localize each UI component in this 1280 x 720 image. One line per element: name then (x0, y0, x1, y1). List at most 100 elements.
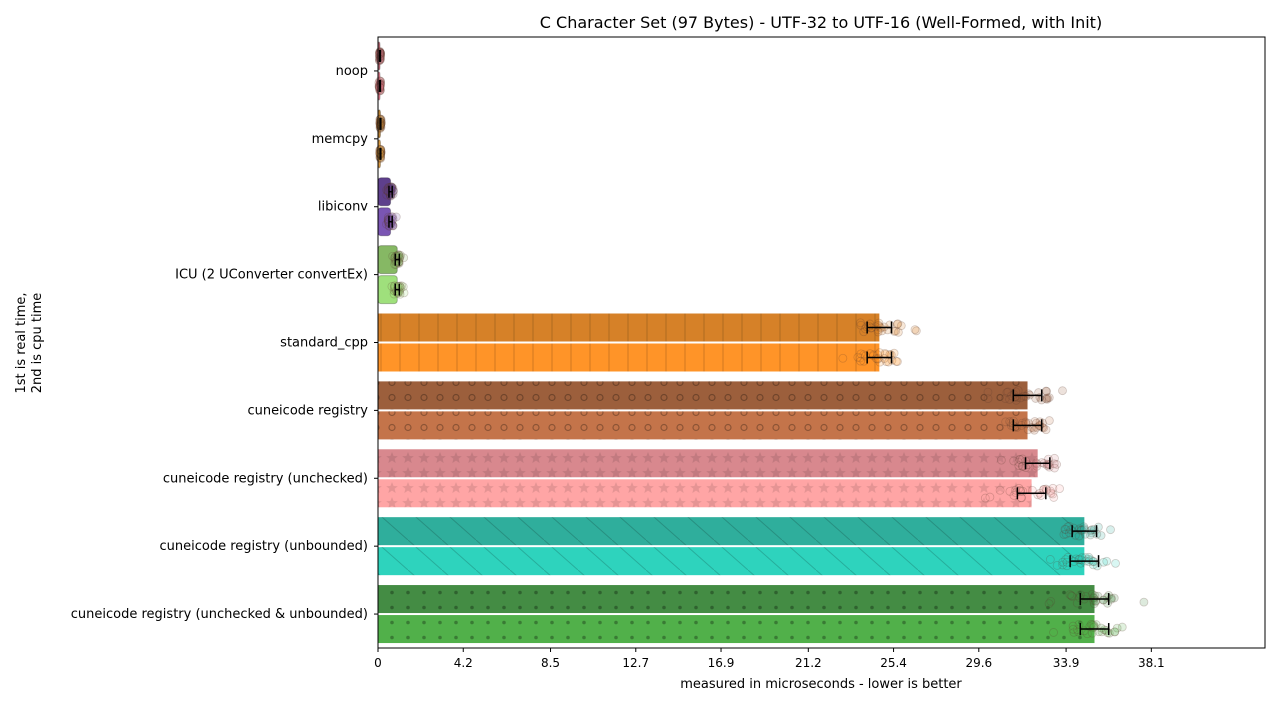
sample-point (1050, 463, 1059, 473)
sample-point (995, 485, 1005, 495)
sample-point (1062, 557, 1072, 567)
sample-point (856, 349, 866, 359)
sample-point (1059, 530, 1069, 539)
sample-point (1003, 387, 1013, 397)
sample-point (1064, 521, 1074, 531)
sample-point (856, 356, 865, 366)
sample-point (1080, 529, 1090, 539)
sample-point (1086, 619, 1096, 629)
sample-point (1093, 591, 1103, 601)
sample-point (1058, 386, 1067, 396)
sample-point (1044, 599, 1054, 609)
sample-point (893, 327, 903, 337)
sample-point (1112, 623, 1122, 633)
x-tick-label: 12.7 (622, 656, 649, 670)
sample-point (856, 318, 865, 328)
x-tick-label: 8.5 (541, 656, 560, 670)
sample-point (1074, 531, 1084, 541)
sample-point (873, 354, 883, 364)
sample-point (1018, 486, 1028, 496)
sample-point (983, 394, 993, 403)
sample-point (1058, 557, 1068, 567)
sample-point (1011, 395, 1021, 405)
sample-point (911, 326, 921, 336)
y-tick-label: noop (336, 64, 368, 79)
bar-cpu-pattern (378, 343, 880, 372)
sample-point (1046, 596, 1056, 606)
sample-point (391, 260, 401, 269)
sample-point (1042, 485, 1052, 495)
sample-point (1029, 425, 1039, 435)
sample-point (1044, 393, 1054, 403)
sample-point (1049, 493, 1059, 502)
y-tick-label: cuneicode registry (247, 403, 368, 418)
bar-cpu-pattern (378, 547, 1085, 576)
sample-point (1110, 627, 1120, 637)
sample-point (875, 348, 885, 358)
sample-point (1096, 623, 1106, 633)
sample-point (393, 252, 403, 261)
sample-point (1052, 560, 1062, 570)
sample-point (1079, 626, 1089, 636)
bar-real-pattern (378, 313, 880, 342)
sample-point (985, 492, 995, 502)
sample-point (389, 289, 399, 299)
sample-point (1117, 622, 1127, 632)
sample-point (1066, 525, 1076, 535)
sample-point (983, 387, 993, 397)
sample-point (1069, 627, 1079, 637)
sample-point (891, 356, 901, 366)
y-axis-label-line-2: 2nd is cpu time (30, 293, 45, 394)
x-axis-label: measured in microseconds - lower is bett… (680, 677, 962, 692)
sample-point (1046, 488, 1056, 498)
chart-title: C Character Set (97 Bytes) - UTF-32 to U… (540, 13, 1102, 32)
sample-point (1009, 456, 1019, 466)
sample-point (892, 319, 902, 329)
sample-point (1021, 391, 1031, 401)
sample-point (1048, 489, 1058, 499)
sample-point (1042, 394, 1052, 404)
sample-point (1052, 460, 1061, 469)
sample-point (872, 354, 881, 363)
sample-point (1048, 483, 1058, 493)
sample-point (871, 322, 880, 332)
sample-point (1061, 525, 1071, 534)
bar-cpu-pattern (378, 411, 1028, 440)
sample-point (395, 289, 405, 299)
sample-point (1061, 529, 1071, 539)
sample-point (1055, 484, 1064, 493)
sample-point (869, 350, 878, 360)
sample-point (1099, 595, 1108, 605)
sample-point (1034, 388, 1043, 397)
y-tick-label: ICU (2 UConverter convertEx) (175, 268, 368, 283)
sample-point (1019, 391, 1029, 401)
sample-point (1037, 458, 1047, 467)
bar-cpu-pattern (378, 479, 1032, 508)
sample-point (1005, 394, 1014, 404)
sample-point (1032, 459, 1042, 469)
sample-point (893, 357, 902, 366)
sample-point (875, 322, 884, 332)
sample-point (996, 455, 1006, 465)
sample-point (1099, 557, 1108, 567)
x-tick-label: 4.2 (454, 656, 473, 670)
y-tick-label: cuneicode registry (unbounded) (160, 539, 369, 554)
sample-point (879, 354, 889, 363)
sample-point (1062, 561, 1072, 571)
sample-point (389, 286, 399, 296)
sample-point (1001, 417, 1011, 427)
sample-point (1021, 419, 1031, 429)
x-tick-label: 33.9 (1053, 656, 1080, 670)
sample-point (853, 352, 863, 362)
sample-point (1076, 525, 1086, 535)
sample-point (910, 325, 920, 335)
sample-point (1045, 555, 1055, 564)
y-tick-label: standard_cpp (280, 336, 368, 351)
sample-point (1018, 462, 1027, 471)
sample-point (1064, 528, 1074, 538)
x-tick-label: 16.9 (708, 656, 735, 670)
sample-point (396, 250, 405, 260)
sample-point (856, 320, 866, 330)
sample-point (1089, 593, 1099, 603)
